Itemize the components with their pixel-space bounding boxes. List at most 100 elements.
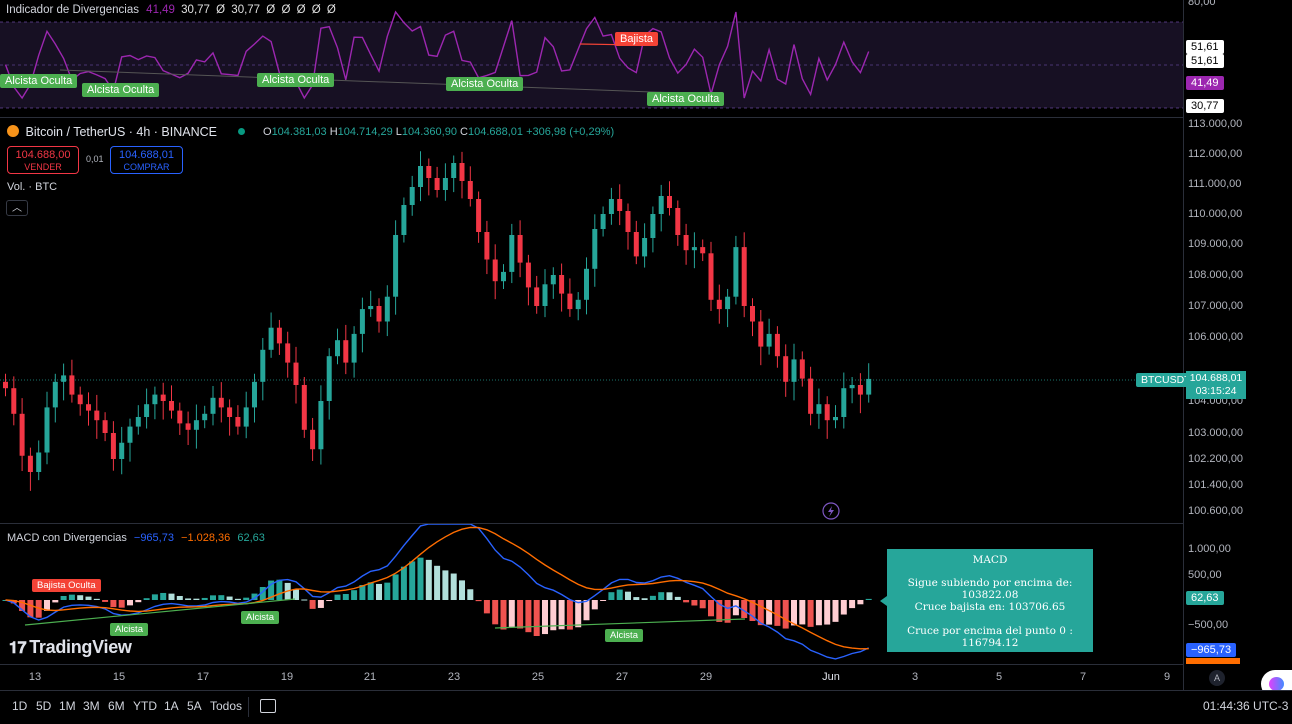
macd-histogram-bar	[683, 600, 690, 603]
lightning-icon[interactable]	[822, 502, 840, 520]
macd-histogram-bar	[392, 574, 399, 600]
price-scale[interactable]	[1183, 0, 1292, 690]
range-6m-button[interactable]: 6M	[108, 699, 125, 713]
brain-icon	[1269, 677, 1284, 691]
range-1d-button[interactable]: 1D	[12, 699, 28, 713]
candle	[708, 253, 714, 300]
ohlc-c-value: 104.688,01	[467, 126, 524, 138]
candle	[525, 262, 531, 288]
range-5d-button[interactable]: 5D	[36, 699, 52, 713]
macd-histogram-bar	[658, 592, 665, 600]
candle	[359, 309, 365, 334]
indicator-title: Indicador de Divergencias	[6, 4, 139, 16]
macd-histogram-bar	[185, 598, 192, 600]
range-ytd-button[interactable]: YTD	[133, 699, 157, 713]
macd-histogram-bar	[77, 595, 84, 600]
macd-histogram-bar	[417, 557, 424, 600]
indicator-legend[interactable]: Indicador de Divergencias 41,49 30,77 Ø …	[6, 4, 336, 16]
candle	[584, 268, 589, 300]
time-tick: 3	[911, 671, 919, 683]
histogram-value: 62,63	[237, 532, 265, 544]
macd-histogram-bar	[550, 600, 557, 631]
indicator-value: 30,77	[231, 4, 261, 16]
candle	[27, 455, 33, 472]
macd-line-value: −965,73	[133, 532, 174, 544]
candle	[193, 420, 199, 430]
price-tick: 113.000,00	[1188, 118, 1243, 130]
candlestick-chart[interactable]	[0, 118, 1183, 523]
ohlc-h-value: 104.714,29	[337, 126, 393, 138]
macd-histogram-bar	[160, 592, 167, 600]
range-all-button[interactable]: Todos	[210, 699, 243, 713]
time-tick: 7	[1079, 671, 1087, 683]
overbought-zone	[0, 22, 1183, 108]
time-tick: Jun	[822, 671, 840, 683]
candle	[866, 378, 872, 395]
timezone-clock[interactable]: 01:44:36 UTC-3	[1203, 699, 1289, 713]
tradingview-logo[interactable]: 𝟏𝟕 TradingView	[9, 637, 132, 658]
candle	[783, 356, 789, 382]
buy-button[interactable]: 104.688,01 COMPRAR	[110, 146, 183, 174]
pane-separator[interactable]	[0, 117, 1292, 118]
auto-scale-button[interactable]: A	[1209, 670, 1225, 686]
ohlc-legend: O104.381,03 H104.714,29 L104.360,90 C104…	[263, 126, 614, 138]
time-tick: 9	[1163, 671, 1171, 683]
candle	[260, 349, 266, 382]
time-scale[interactable]	[0, 664, 1183, 690]
candle	[343, 340, 349, 363]
symbol-legend[interactable]: Bitcoin / TetherUS · 4h · BINANCE	[7, 125, 246, 139]
price-tick: 100.600,00	[1188, 505, 1244, 517]
bearish-label: Bajista	[615, 32, 659, 46]
macd-histogram-bar	[799, 600, 806, 625]
macd-histogram-bar	[176, 595, 183, 600]
candle	[675, 208, 681, 235]
price-tick: 108.000,00	[1188, 269, 1244, 281]
symbol-price-tag: BTCUSDT	[1136, 373, 1196, 387]
macd-histogram-bar	[376, 583, 382, 600]
info-box-pointer	[880, 596, 887, 606]
candle	[351, 333, 357, 363]
candle	[700, 247, 706, 254]
range-1a-button[interactable]: 1A	[164, 699, 179, 713]
range-3m-button[interactable]: 3M	[83, 699, 100, 713]
candle	[169, 401, 174, 411]
hidden-bull-label: Alcista Oculta	[0, 74, 78, 88]
macd-legend[interactable]: MACD con Divergencias −965,73 −1.028,36 …	[7, 532, 265, 544]
macd-histogram-bar	[558, 600, 565, 630]
time-tick: 25	[531, 671, 545, 683]
macd-histogram-bar	[409, 561, 416, 600]
collapse-legend-button[interactable]: ︿	[6, 200, 28, 216]
macd-chart[interactable]	[0, 524, 1183, 664]
macd-histogram-bar	[168, 593, 175, 600]
macd-histogram-bar	[708, 600, 714, 617]
macd-histogram-bar	[840, 600, 847, 615]
candle	[509, 235, 515, 272]
volume-legend[interactable]: Vol. · BTC	[7, 181, 58, 193]
candle	[127, 426, 133, 443]
calendar-range-icon[interactable]	[260, 699, 276, 713]
macd-histogram-bar	[483, 600, 490, 614]
range-5a-button[interactable]: 5A	[187, 699, 202, 713]
candle	[550, 275, 556, 285]
pane-separator[interactable]	[0, 523, 1292, 524]
macd-histogram-bar	[641, 598, 648, 600]
candle	[733, 247, 739, 297]
time-tick: 21	[363, 671, 377, 683]
candle	[86, 404, 91, 411]
toolbar-divider	[248, 697, 249, 717]
range-1m-button[interactable]: 1M	[59, 699, 76, 713]
sell-button[interactable]: 104.688,00 VENDER	[7, 146, 79, 174]
price-tick: 111.000,00	[1188, 178, 1242, 190]
macd-title: MACD con Divergencias	[7, 532, 127, 544]
candle	[476, 199, 482, 232]
candle	[517, 235, 523, 263]
candle	[608, 199, 614, 214]
macd-histogram-bar	[525, 600, 532, 633]
candle	[102, 420, 108, 433]
candle	[335, 340, 340, 357]
macd-histogram-bar	[542, 600, 548, 635]
candle	[210, 397, 216, 414]
macd-histogram-bar	[210, 595, 216, 600]
macd-histogram-bar	[849, 600, 856, 609]
candle	[642, 238, 648, 257]
